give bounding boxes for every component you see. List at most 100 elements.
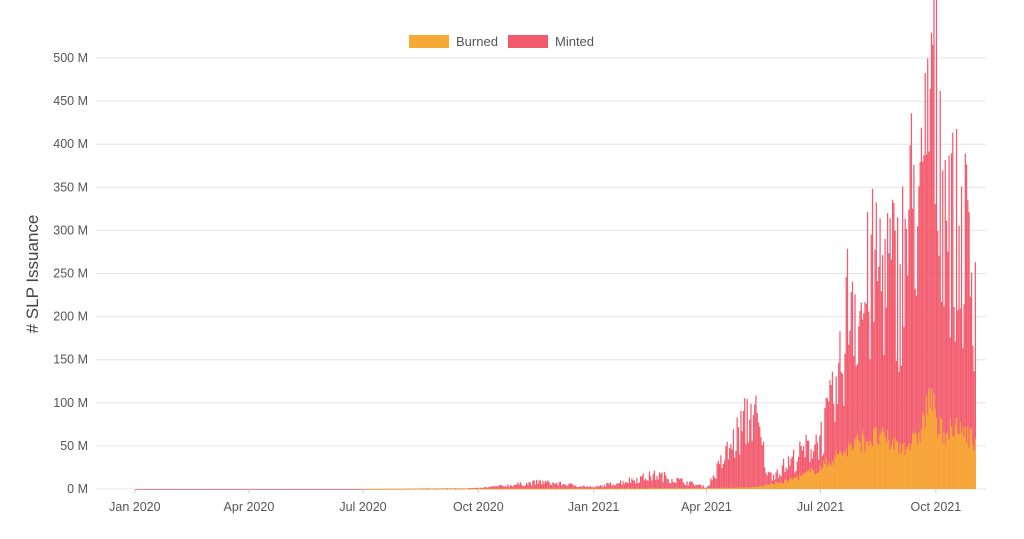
bar-burned[interactable] [797,479,800,489]
bar-burned[interactable] [495,488,498,490]
bar-burned[interactable] [854,438,856,489]
bar-minted[interactable] [849,330,851,489]
bar-minted[interactable] [157,489,159,490]
bar-minted[interactable] [682,482,684,489]
bar-minted[interactable] [340,489,342,490]
bar-burned[interactable] [888,439,890,489]
bar-minted[interactable] [429,488,431,490]
bar-burned[interactable] [735,487,737,489]
bar-burned[interactable] [490,488,493,490]
bar-minted[interactable] [881,255,884,489]
bar-minted[interactable] [484,487,486,489]
bar-burned[interactable] [626,488,628,490]
bar-burned[interactable] [533,488,535,490]
bar-burned[interactable] [607,488,609,490]
bar-burned[interactable] [764,485,766,489]
bar-minted[interactable] [681,478,683,489]
bar-burned[interactable] [465,488,468,490]
bar-minted[interactable] [963,304,965,489]
bar-burned[interactable] [875,427,877,489]
bar-minted[interactable] [858,326,860,489]
bar-burned[interactable] [482,488,484,490]
bar-burned[interactable] [746,487,748,489]
bar-minted[interactable] [578,486,580,489]
bar-minted[interactable] [425,488,427,490]
bar-minted[interactable] [572,484,574,489]
bar-burned[interactable] [613,488,615,490]
bar-minted[interactable] [294,489,296,490]
bar-minted[interactable] [869,359,871,489]
bar-minted[interactable] [183,489,185,490]
bar-minted[interactable] [603,484,605,489]
bar-burned[interactable] [556,488,558,490]
bar-minted[interactable] [279,489,281,490]
bar-burned[interactable] [871,446,874,489]
bar-burned[interactable] [564,488,567,490]
bar-minted[interactable] [547,480,549,489]
bar-minted[interactable] [959,308,961,489]
bar-burned[interactable] [929,408,931,489]
bar-minted[interactable] [488,486,490,489]
bar-minted[interactable] [305,489,307,490]
bar-minted[interactable] [929,88,931,489]
bar-minted[interactable] [608,484,610,489]
bar-minted[interactable] [641,476,643,489]
bar-minted[interactable] [235,489,237,490]
bar-burned[interactable] [777,483,780,489]
bar-burned[interactable] [663,488,666,490]
bar-burned[interactable] [561,488,563,490]
bar-burned[interactable] [950,426,953,489]
bar-minted[interactable] [173,489,175,490]
bar-burned[interactable] [546,488,548,490]
bar-burned[interactable] [707,487,709,489]
bar-minted[interactable] [582,485,584,489]
bar-minted[interactable] [443,488,445,490]
bar-burned[interactable] [719,488,721,489]
legend-label-minted[interactable]: Minted [555,34,594,49]
bar-burned[interactable] [745,487,747,489]
bar-burned[interactable] [710,488,712,489]
bar-burned[interactable] [562,488,564,490]
bar-minted[interactable] [607,482,609,489]
bar-minted[interactable] [865,303,867,489]
bar-minted[interactable] [623,483,625,489]
bar-burned[interactable] [391,488,394,490]
bar-minted[interactable] [236,489,238,490]
bar-minted[interactable] [508,486,510,489]
legend-swatch-minted[interactable] [508,35,548,48]
bar-minted[interactable] [202,489,204,490]
bar-minted[interactable] [191,489,193,490]
bar-minted[interactable] [522,485,524,489]
bar-minted[interactable] [497,486,499,489]
bar-burned[interactable] [554,488,557,490]
bar-minted[interactable] [856,364,859,489]
bar-burned[interactable] [668,488,671,490]
bar-minted[interactable] [256,489,258,490]
bar-burned[interactable] [939,416,941,489]
bar-minted[interactable] [769,472,771,489]
bar-minted[interactable] [258,489,261,490]
bar-minted[interactable] [949,337,951,489]
bar-minted[interactable] [663,472,666,489]
bar-burned[interactable] [578,488,580,490]
bar-burned[interactable] [692,488,694,489]
bar-minted[interactable] [147,489,149,490]
bar-minted[interactable] [640,476,642,489]
bar-minted[interactable] [969,296,971,489]
bar-burned[interactable] [681,488,683,490]
bar-burned[interactable] [787,480,790,489]
bar-minted[interactable] [498,485,500,489]
bar-minted[interactable] [658,472,661,489]
bar-minted[interactable] [925,154,928,489]
bar-minted[interactable] [529,482,531,489]
bar-minted[interactable] [750,403,752,489]
bar-burned[interactable] [881,427,884,489]
bar-minted[interactable] [255,489,257,490]
bar-minted[interactable] [530,485,533,489]
legend-swatch-burned[interactable] [409,35,449,48]
bar-minted[interactable] [158,489,160,490]
bar-burned[interactable] [891,439,894,489]
bar-burned[interactable] [960,432,963,489]
bar-burned[interactable] [687,488,689,490]
bar-burned[interactable] [899,443,901,489]
